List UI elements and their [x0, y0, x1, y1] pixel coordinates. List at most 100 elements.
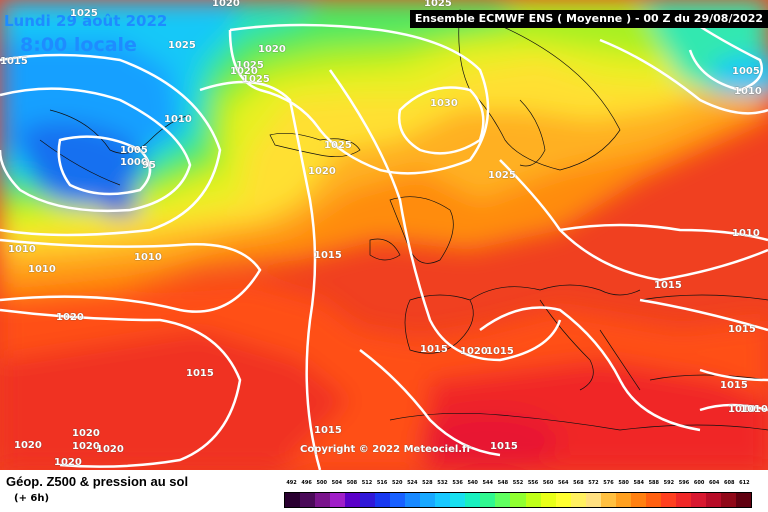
scale-color-swatch — [600, 493, 616, 507]
scale-color-swatch — [735, 493, 751, 507]
isobar-label: 1020 — [14, 440, 42, 451]
isobar-label: 1010 — [8, 244, 36, 255]
isobar-label: 1005 — [120, 145, 148, 156]
isobar-label: 1025 — [242, 74, 270, 85]
scale-tick-label: 568 — [573, 480, 584, 486]
geopotential-map — [0, 0, 768, 470]
isobar-label: 1005 — [732, 66, 760, 77]
isobar-label: 1030 — [430, 98, 458, 109]
scale-tick-label: 512 — [361, 480, 373, 486]
isobar-label: 1010 — [28, 264, 56, 275]
scale-color-swatch — [555, 493, 571, 507]
scale-color-swatch — [540, 493, 556, 507]
scale-tick-label: 580 — [618, 480, 629, 486]
scale-color-swatch — [390, 493, 406, 507]
scale-tick-label: 556 — [527, 480, 539, 486]
scale-color-swatch — [615, 493, 631, 507]
scale-color-swatch — [690, 493, 706, 507]
scale-color-swatch — [585, 493, 601, 507]
scale-tick-label: 536 — [452, 480, 463, 486]
scale-tick-label: 532 — [437, 480, 448, 486]
isobar-label: 1010 — [732, 228, 760, 239]
isobar-label: 1015 — [0, 56, 28, 67]
scale-color-swatch — [660, 493, 676, 507]
scale-color-swatch — [345, 493, 361, 507]
isobar-label: 1025 — [168, 40, 196, 51]
isobar-label: 1025 — [70, 8, 98, 19]
color-scale-legend: 492 496 500 504 508 512 516 520 524 528 532 536 540 5… — [284, 480, 752, 508]
scale-tick-label: 524 — [407, 480, 418, 486]
scale-color-swatch — [705, 493, 721, 507]
scale-tick-label: 540 — [467, 480, 478, 486]
isobar-label: 1015 — [654, 280, 682, 291]
scale-tick-label: 508 — [346, 480, 358, 486]
isobar-label: 1015 — [314, 425, 342, 436]
scale-tick-label: 492 — [286, 480, 297, 486]
isobar-label: 1020 — [308, 166, 336, 177]
isobar-label: 1015 — [728, 324, 756, 335]
isobar-label: 95 — [142, 160, 156, 171]
isobar-label: 1020 — [54, 457, 82, 468]
isobar-label: 1020 — [460, 346, 488, 357]
scale-color-swatch — [465, 493, 481, 507]
scale-color-swatch — [375, 493, 391, 507]
validity-date: Lundi 29 août 2022 — [4, 12, 168, 30]
scale-tick-label: 528 — [422, 480, 433, 486]
isobar-label: 1015 — [720, 380, 748, 391]
isobar-label: 1010 — [740, 404, 768, 415]
scale-color-swatch — [420, 493, 436, 507]
scale-color-swatch — [720, 493, 736, 507]
isobar-label: 1025 — [236, 60, 264, 71]
color-scale-ticks: 492 496 500 504 508 512 516 520 524 528 532 536 540 5… — [284, 480, 752, 489]
forecast-lead-time: (+ 6h) — [14, 493, 50, 504]
scale-tick-label: 600 — [693, 480, 705, 486]
isobar-label: 1020 — [258, 44, 286, 55]
scale-tick-label: 588 — [648, 480, 660, 486]
isobar-label: 1015 — [314, 250, 342, 261]
run-info-header: Ensemble ECMWF ENS ( Moyenne ) - 00 Z du… — [410, 10, 768, 28]
scale-tick-label: 596 — [678, 480, 690, 486]
isobar-label: 1010 — [728, 404, 756, 415]
scale-color-swatch — [570, 493, 586, 507]
scale-color-swatch — [300, 493, 316, 507]
isobar-label: 1020 — [72, 428, 100, 439]
scale-tick-label: 592 — [663, 480, 675, 486]
scale-tick-label: 500 — [316, 480, 327, 486]
isobar-label: 1015 — [486, 346, 514, 357]
isobar-label: 1020 — [230, 66, 258, 77]
scale-tick-label: 564 — [558, 480, 569, 486]
scale-color-swatch — [435, 493, 451, 507]
scale-tick-label: 612 — [739, 480, 750, 486]
scale-tick-label: 572 — [588, 480, 599, 486]
isobar-label: 1010 — [164, 114, 192, 125]
validity-time: 8:00 locale — [20, 34, 137, 56]
copyright-notice: Copyright © 2022 Meteociel.fr — [300, 444, 472, 455]
scale-color-swatch — [480, 493, 496, 507]
isobar-label: 1025 — [488, 170, 516, 181]
isobar-label: 1025 — [424, 0, 452, 9]
scale-tick-label: 560 — [542, 480, 554, 486]
scale-tick-label: 520 — [391, 480, 403, 486]
scale-color-swatch — [285, 493, 301, 507]
isobar-label: 1010 — [134, 252, 162, 263]
scale-color-swatch — [525, 493, 541, 507]
isobar-label: 1020 — [96, 444, 124, 455]
scale-tick-label: 584 — [633, 480, 644, 486]
scale-tick-label: 496 — [301, 480, 312, 486]
scale-color-swatch — [630, 493, 646, 507]
scale-color-swatch — [330, 493, 346, 507]
scale-tick-label: 548 — [497, 480, 509, 486]
isobar-label: 1020 — [72, 441, 100, 452]
scale-color-swatch — [510, 493, 526, 507]
scale-color-swatch — [450, 493, 466, 507]
scale-tick-label: 544 — [482, 480, 493, 486]
isobar-label: 1025 — [324, 140, 352, 151]
color-scale-bar — [284, 492, 752, 508]
isobar-lines — [0, 18, 768, 470]
isobar-label: 1015 — [420, 344, 448, 355]
product-title: Géop. Z500 & pression au sol — [6, 474, 189, 489]
scale-tick-label: 516 — [376, 480, 388, 486]
scale-tick-label: 504 — [331, 480, 343, 486]
isobar-label: 1020 — [212, 0, 240, 9]
scale-color-swatch — [360, 493, 376, 507]
